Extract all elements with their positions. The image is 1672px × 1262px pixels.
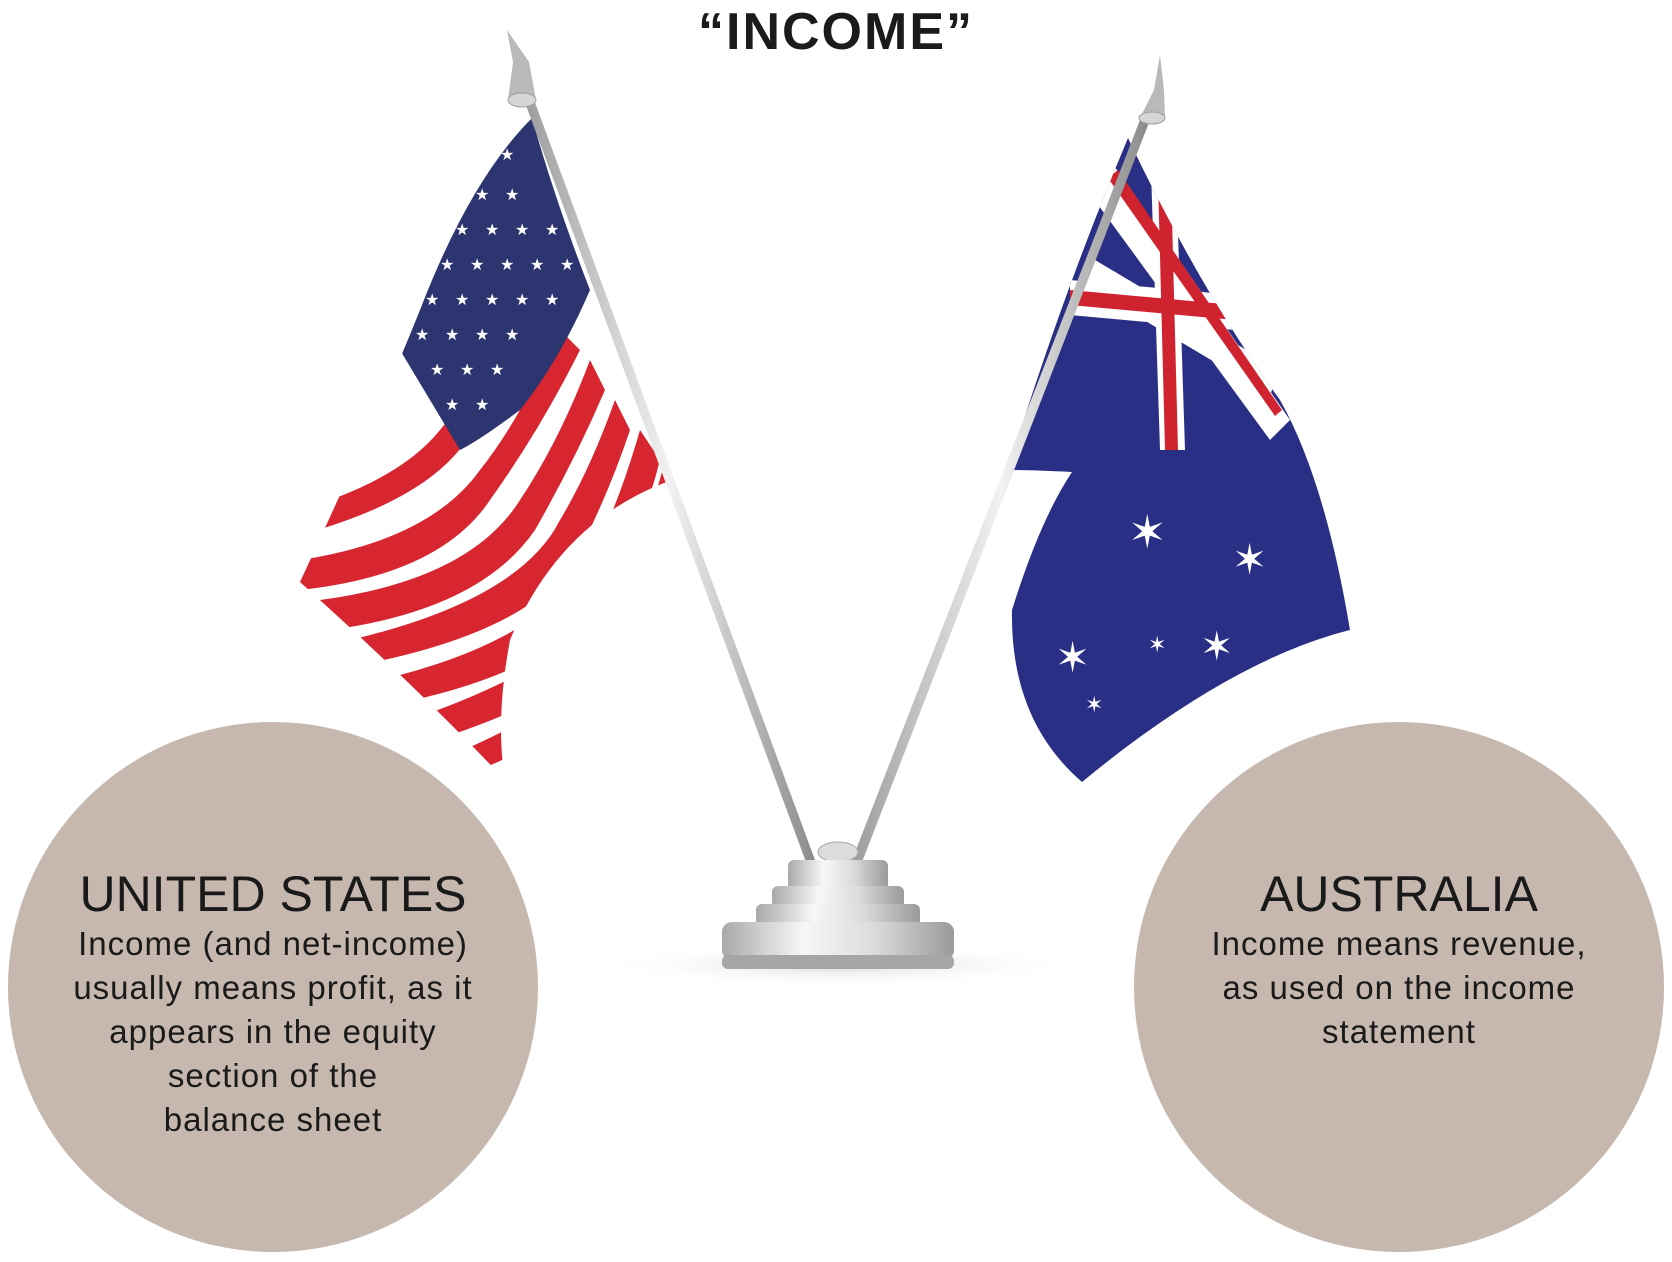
au-flag-icon: ✶ ✶ ✶ ✶ ✶ ✶	[1008, 138, 1350, 782]
svg-text:✶: ✶	[1085, 693, 1103, 718]
svg-text:★: ★	[455, 220, 469, 239]
flag-poles	[507, 30, 1166, 862]
svg-text:★: ★	[455, 290, 469, 309]
svg-text:★: ★	[415, 325, 429, 344]
svg-text:★: ★	[445, 325, 459, 344]
au-info-circle: AUSTRALIA Income means revenue, as used …	[1134, 722, 1664, 1252]
au-description: Income means revenue, as used on the inc…	[1211, 925, 1587, 1050]
svg-text:✶: ✶	[1055, 633, 1090, 682]
svg-text:★: ★	[470, 255, 484, 274]
chrome-flag-stand-icon	[722, 841, 954, 969]
page-title: “INCOME”	[698, 3, 974, 61]
svg-text:★: ★	[505, 325, 519, 344]
svg-text:★: ★	[460, 360, 474, 379]
svg-text:★: ★	[485, 290, 499, 309]
svg-text:★: ★	[475, 325, 489, 344]
svg-text:★: ★	[430, 360, 444, 379]
svg-text:★: ★	[425, 290, 439, 309]
svg-text:★: ★	[500, 145, 514, 164]
us-heading: UNITED STATES	[79, 866, 467, 922]
svg-text:★: ★	[515, 220, 529, 239]
svg-text:★: ★	[530, 255, 544, 274]
svg-text:★: ★	[475, 185, 489, 204]
svg-text:✶: ✶	[1200, 624, 1234, 670]
svg-text:★: ★	[490, 360, 504, 379]
svg-text:★: ★	[440, 255, 454, 274]
svg-text:✶: ✶	[1128, 505, 1167, 559]
svg-text:★: ★	[560, 255, 574, 274]
svg-text:★: ★	[445, 395, 459, 414]
svg-text:★: ★	[475, 395, 489, 414]
us-flag-icon: ★★ ★ ★ ★ ★ ★ ★ ★ ★ ★ ★ ★ ★ ★ ★ ★ ★ ★ ★ ★ ★ ★ ★ ★ ★	[300, 118, 672, 780]
au-heading: AUSTRALIA	[1260, 866, 1538, 922]
svg-text:✶: ✶	[1148, 633, 1166, 658]
svg-text:★: ★	[485, 220, 499, 239]
us-description: Income (and net-income) usually means pr…	[73, 925, 473, 1138]
svg-text:★: ★	[500, 255, 514, 274]
svg-text:✶: ✶	[1232, 535, 1267, 584]
svg-text:★: ★	[545, 290, 559, 309]
svg-text:★: ★	[515, 290, 529, 309]
svg-text:★: ★	[545, 220, 559, 239]
us-info-circle: UNITED STATES Income (and net-income) us…	[8, 722, 538, 1252]
svg-text:★: ★	[505, 185, 519, 204]
